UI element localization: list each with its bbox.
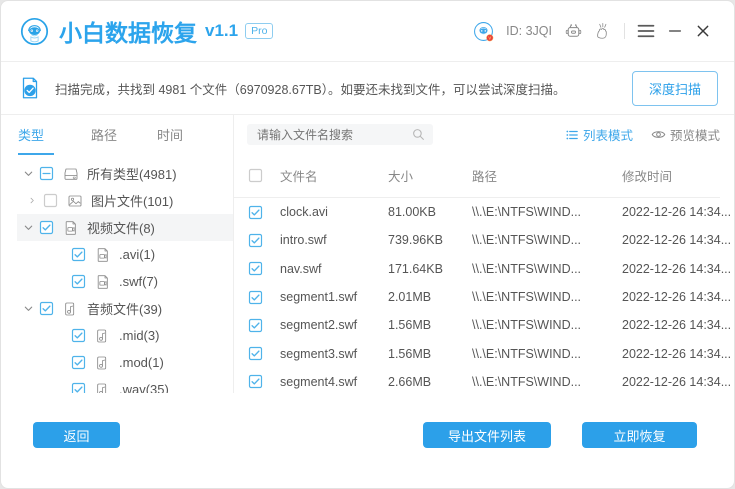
svg-text:V: V — [488, 35, 491, 40]
